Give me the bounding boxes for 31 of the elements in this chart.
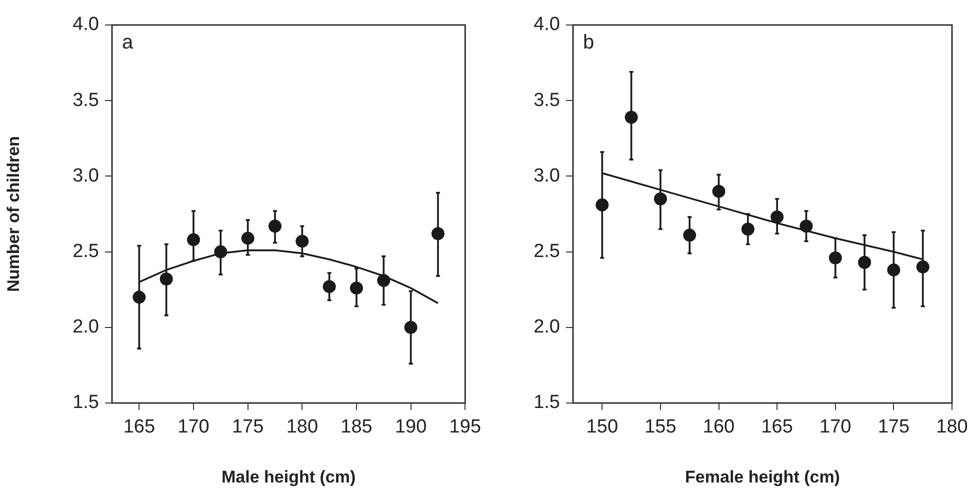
y-tick-label: 2.0	[534, 316, 560, 338]
y-tick-label: 3.0	[534, 165, 560, 186]
annotation: b	[583, 32, 594, 54]
y-axis-title: Number of children	[4, 136, 23, 292]
y-tick-label: 4.0	[534, 14, 560, 36]
y-tick-label: 4.0	[72, 14, 99, 36]
x-tick-label: 185	[340, 416, 372, 438]
x-tick-label: 165	[123, 416, 156, 438]
x-axis-title: Female height (cm)	[685, 467, 840, 486]
x-tick-label: 170	[178, 416, 210, 438]
x-tick-label: 165	[761, 416, 793, 438]
x-tick-label: 190	[394, 416, 427, 438]
x-tick-label: 150	[586, 416, 618, 438]
y-tick-label: 1.5	[72, 392, 99, 414]
x-tick-label: 180	[286, 416, 318, 438]
y-tick-label: 2.0	[72, 316, 99, 338]
x-tick-label: 175	[232, 416, 264, 438]
x-tick-label: 195	[449, 416, 481, 438]
y-tick-label: 1.5	[534, 392, 560, 414]
y-tick-label: 2.5	[72, 241, 99, 262]
x-tick-label: 170	[820, 416, 852, 438]
y-tick-label: 3.0	[72, 165, 99, 186]
annotation: a	[122, 32, 134, 54]
x-tick-label: 160	[702, 416, 735, 438]
y-tick-label: 2.5	[534, 241, 560, 262]
y-tick-label: 3.5	[534, 90, 560, 111]
x-tick-label: 155	[644, 416, 676, 438]
x-axis-title: Male height (cm)	[222, 467, 356, 486]
x-tick-label: 180	[936, 416, 968, 438]
y-tick-label: 3.5	[72, 90, 99, 111]
x-tick-label: 175	[878, 416, 910, 438]
